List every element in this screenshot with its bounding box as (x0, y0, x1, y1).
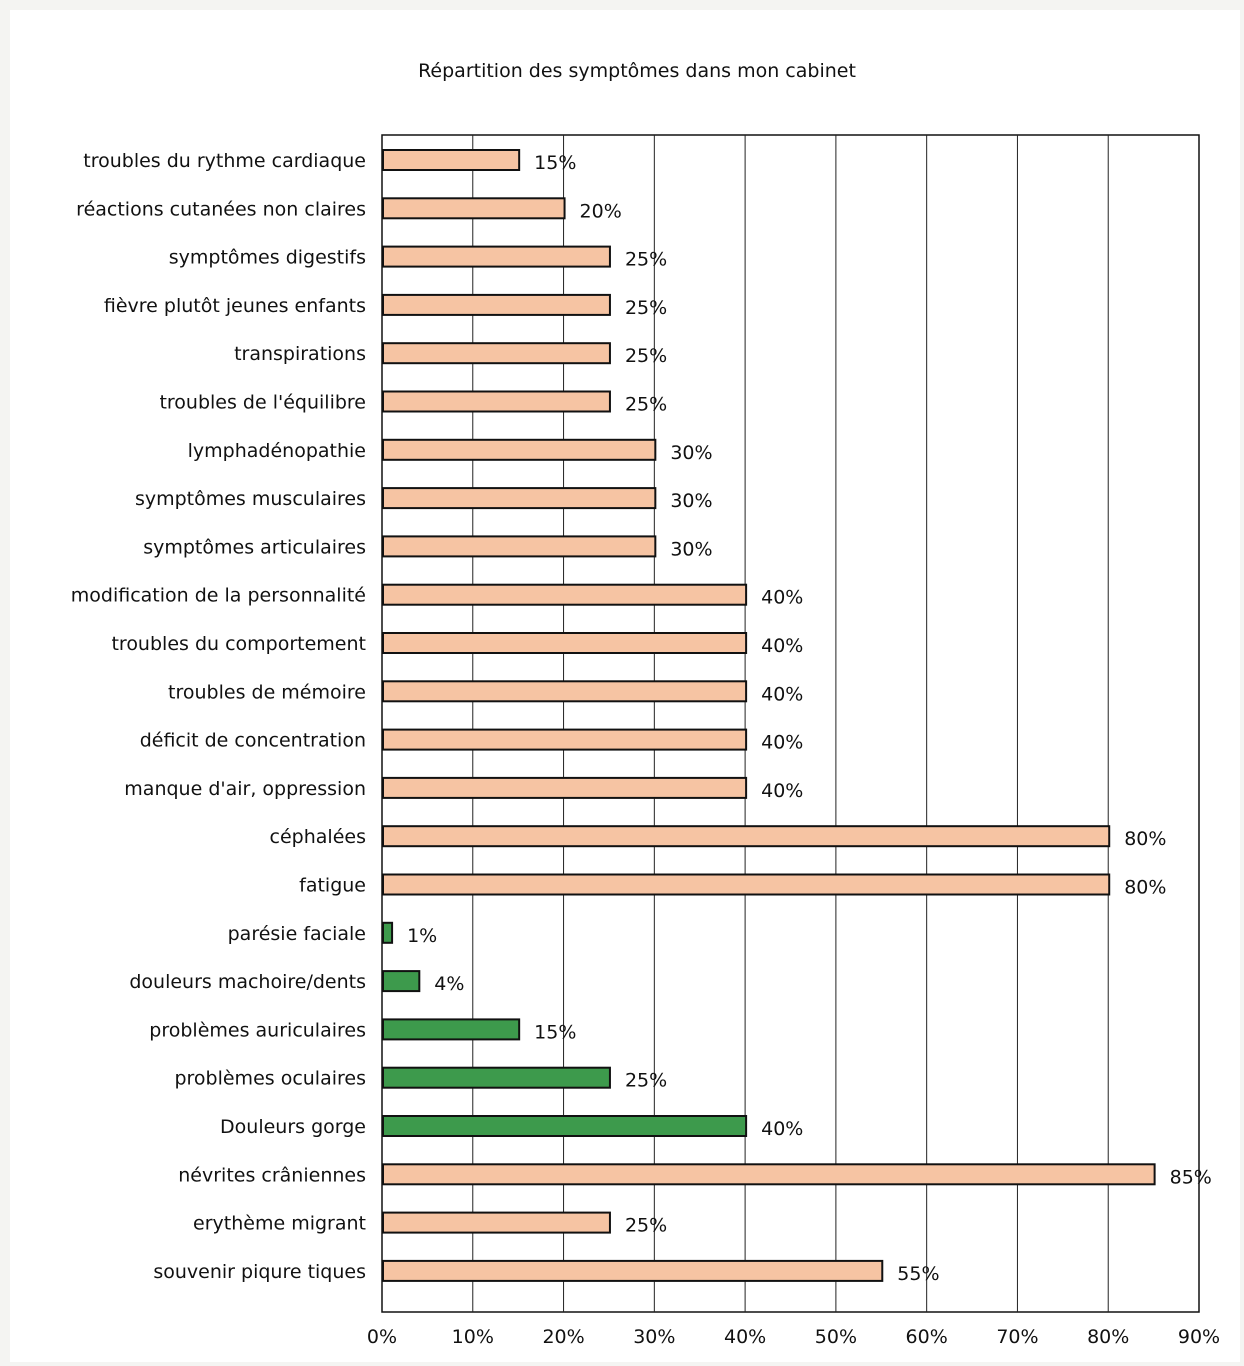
value-label: 55% (897, 1263, 939, 1285)
bar (383, 392, 610, 412)
x-tick-label: 40% (724, 1326, 766, 1348)
category-labels: troubles du rythme cardiaque réactions cu… (71, 150, 366, 1283)
value-label: 25% (625, 297, 667, 319)
bar (383, 343, 610, 363)
value-label: 25% (625, 345, 667, 367)
value-label: 40% (761, 1118, 803, 1140)
category-label: troubles du comportement (111, 633, 366, 655)
value-label: 40% (761, 780, 803, 802)
bar (383, 1164, 1155, 1184)
value-label: 25% (625, 394, 667, 416)
category-label: névrites crâniennes (178, 1164, 366, 1186)
value-label: 15% (534, 1021, 576, 1043)
bar (383, 1213, 610, 1233)
value-label: 40% (761, 635, 803, 657)
category-label: symptômes digestifs (169, 247, 366, 269)
x-tick-label: 30% (633, 1326, 675, 1348)
category-label: manque d'air, oppression (124, 778, 366, 800)
value-label: 15% (534, 152, 576, 174)
x-tick-label: 80% (1087, 1326, 1129, 1348)
category-label: erythème migrant (193, 1213, 366, 1235)
value-label: 40% (761, 587, 803, 609)
category-label: Douleurs gorge (220, 1116, 366, 1138)
bar (383, 1068, 610, 1088)
value-label: 25% (625, 249, 667, 271)
x-tick-label: 70% (996, 1326, 1038, 1348)
x-tick-label: 50% (815, 1326, 857, 1348)
x-tick-label: 0% (367, 1326, 397, 1348)
bar (383, 198, 565, 218)
bar (383, 971, 419, 991)
value-label: 25% (625, 1215, 667, 1237)
category-label: modification de la personnalité (71, 585, 366, 607)
x-tick-label: 60% (906, 1326, 948, 1348)
value-label: 85% (1170, 1166, 1212, 1188)
category-label: symptômes articulaires (143, 536, 366, 558)
value-label: 25% (625, 1070, 667, 1092)
bar-chart: Répartition des symptômes dans mon cabin… (10, 10, 1240, 1362)
bar (383, 875, 1109, 895)
bar (383, 247, 610, 267)
value-label: 30% (670, 538, 712, 560)
x-tick-label: 20% (542, 1326, 584, 1348)
category-label: lymphadénopathie (188, 440, 366, 462)
bar (383, 730, 746, 750)
bar (383, 633, 746, 653)
bar (383, 1116, 746, 1136)
category-label: douleurs machoire/dents (129, 971, 366, 993)
category-label: troubles de l'équilibre (159, 392, 366, 414)
bar (383, 1019, 519, 1039)
x-tick-label: 10% (452, 1326, 494, 1348)
category-label: problèmes oculaires (174, 1068, 366, 1090)
bar (383, 923, 392, 943)
x-tick-label: 90% (1178, 1326, 1220, 1348)
bar (383, 295, 610, 315)
bar (383, 778, 746, 798)
category-label: fièvre plutôt jeunes enfants (104, 295, 366, 317)
bar (383, 150, 519, 170)
bar (383, 826, 1109, 846)
bar (383, 681, 746, 701)
bar (383, 1261, 882, 1281)
x-axis-ticks: 0% 10% 20% 30% 40% 50% 60% 70% 80% 90% (367, 1326, 1220, 1348)
value-labels: 15% 20% 25% 25% 25% 25% 30% 30% 30% 40% 40% 40% 40% 4… (407, 152, 1212, 1285)
category-label: céphalées (270, 826, 366, 848)
category-label: problèmes auriculaires (149, 1019, 366, 1041)
category-label: symptômes musculaires (135, 488, 366, 510)
category-label: parésie faciale (228, 923, 366, 945)
category-label: déficit de concentration (140, 730, 366, 752)
bar (383, 440, 655, 460)
category-label: transpirations (234, 343, 366, 365)
value-label: 40% (761, 683, 803, 705)
value-label: 30% (670, 490, 712, 512)
category-label: souvenir piqure tiques (153, 1261, 366, 1283)
category-label: troubles de mémoire (168, 681, 366, 703)
bar (383, 536, 655, 556)
category-label: réactions cutanées non claires (76, 198, 366, 220)
category-label: fatigue (299, 875, 366, 897)
bars (383, 150, 1155, 1281)
value-label: 40% (761, 732, 803, 754)
value-label: 1% (407, 925, 437, 947)
value-label: 80% (1124, 828, 1166, 850)
value-label: 80% (1124, 877, 1166, 899)
value-label: 30% (670, 442, 712, 464)
chart-page: Répartition des symptômes dans mon cabin… (10, 10, 1240, 1362)
category-label: troubles du rythme cardiaque (83, 150, 366, 172)
bar (383, 488, 655, 508)
value-label: 4% (434, 973, 464, 995)
value-label: 20% (580, 200, 622, 222)
chart-title: Répartition des symptômes dans mon cabin… (418, 60, 856, 82)
bar (383, 585, 746, 605)
